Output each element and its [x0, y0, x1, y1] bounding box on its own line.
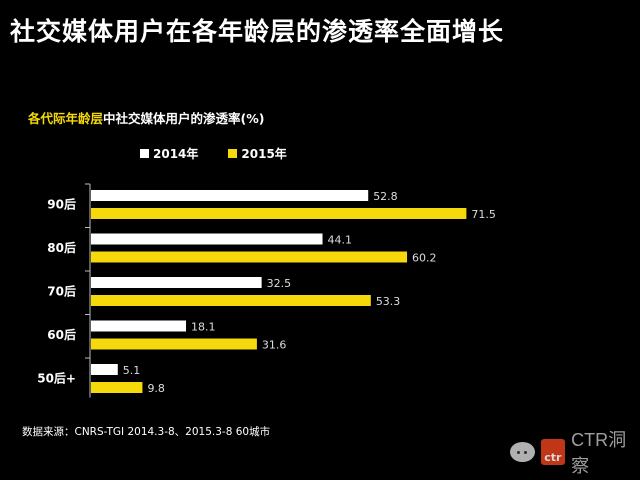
data-label: 53.3 — [376, 295, 401, 308]
category-label: 90后 — [47, 197, 76, 212]
bar-2014 — [91, 190, 369, 201]
data-label: 32.5 — [267, 277, 292, 290]
bar-2014 — [91, 364, 118, 375]
bar-2015 — [91, 208, 467, 219]
bar-2014 — [91, 233, 323, 245]
watermark-text: CTR洞察 — [571, 430, 627, 476]
data-label: 5.1 — [123, 364, 140, 377]
data-label: 18.1 — [191, 321, 216, 334]
chart-legend: 2014年 2015年 — [140, 145, 287, 161]
bar-2014 — [91, 320, 187, 332]
chart-subtitle: 各代际年龄层中社交媒体用户的渗透率(%) — [28, 108, 264, 127]
bar-2015 — [91, 382, 143, 393]
chart-subtitle-rest: 中社交媒体用户的渗透率(%) — [103, 111, 265, 126]
page-title: 社交媒体用户在各年龄层的渗透率全面增长 — [10, 17, 505, 46]
legend-swatch-2015 — [228, 148, 238, 158]
wechat-icon — [510, 442, 535, 462]
category-label: 70后 — [47, 284, 76, 299]
ctr-logo: ctr — [540, 439, 566, 465]
data-label: 52.8 — [373, 190, 398, 203]
category-label: 50后+ — [37, 371, 76, 386]
legend-swatch-2014 — [140, 148, 149, 158]
data-label: 60.2 — [412, 252, 437, 265]
data-label: 71.5 — [471, 208, 496, 221]
data-label: 44.1 — [328, 234, 353, 247]
chart-subtitle-highlight: 各代际年龄层 — [28, 111, 104, 126]
source-note: 数据来源：CNRS-TGI 2014.3-8、2015.3-8 60城市 — [22, 426, 271, 438]
bar-chart: 90后 52.8 71.5 80后 44.1 60.2 70后 32.5 53.3 60后 18.1… — [37, 183, 496, 398]
bar-2015 — [91, 338, 257, 350]
data-label: 31.6 — [262, 339, 287, 352]
legend-item-2015: 2015年 — [228, 145, 287, 162]
bar-2015 — [91, 295, 371, 306]
legend-label-2015: 2015年 — [241, 146, 287, 161]
legend-label-2014: 2014年 — [153, 146, 199, 161]
data-label: 9.8 — [147, 382, 165, 395]
watermark: ctr CTR洞察 — [510, 430, 640, 476]
bar-2014 — [91, 277, 262, 288]
legend-item-2014: 2014年 — [140, 145, 198, 162]
category-label: 80后 — [47, 240, 76, 255]
bar-2015 — [91, 251, 408, 263]
category-label: 60后 — [47, 327, 76, 342]
